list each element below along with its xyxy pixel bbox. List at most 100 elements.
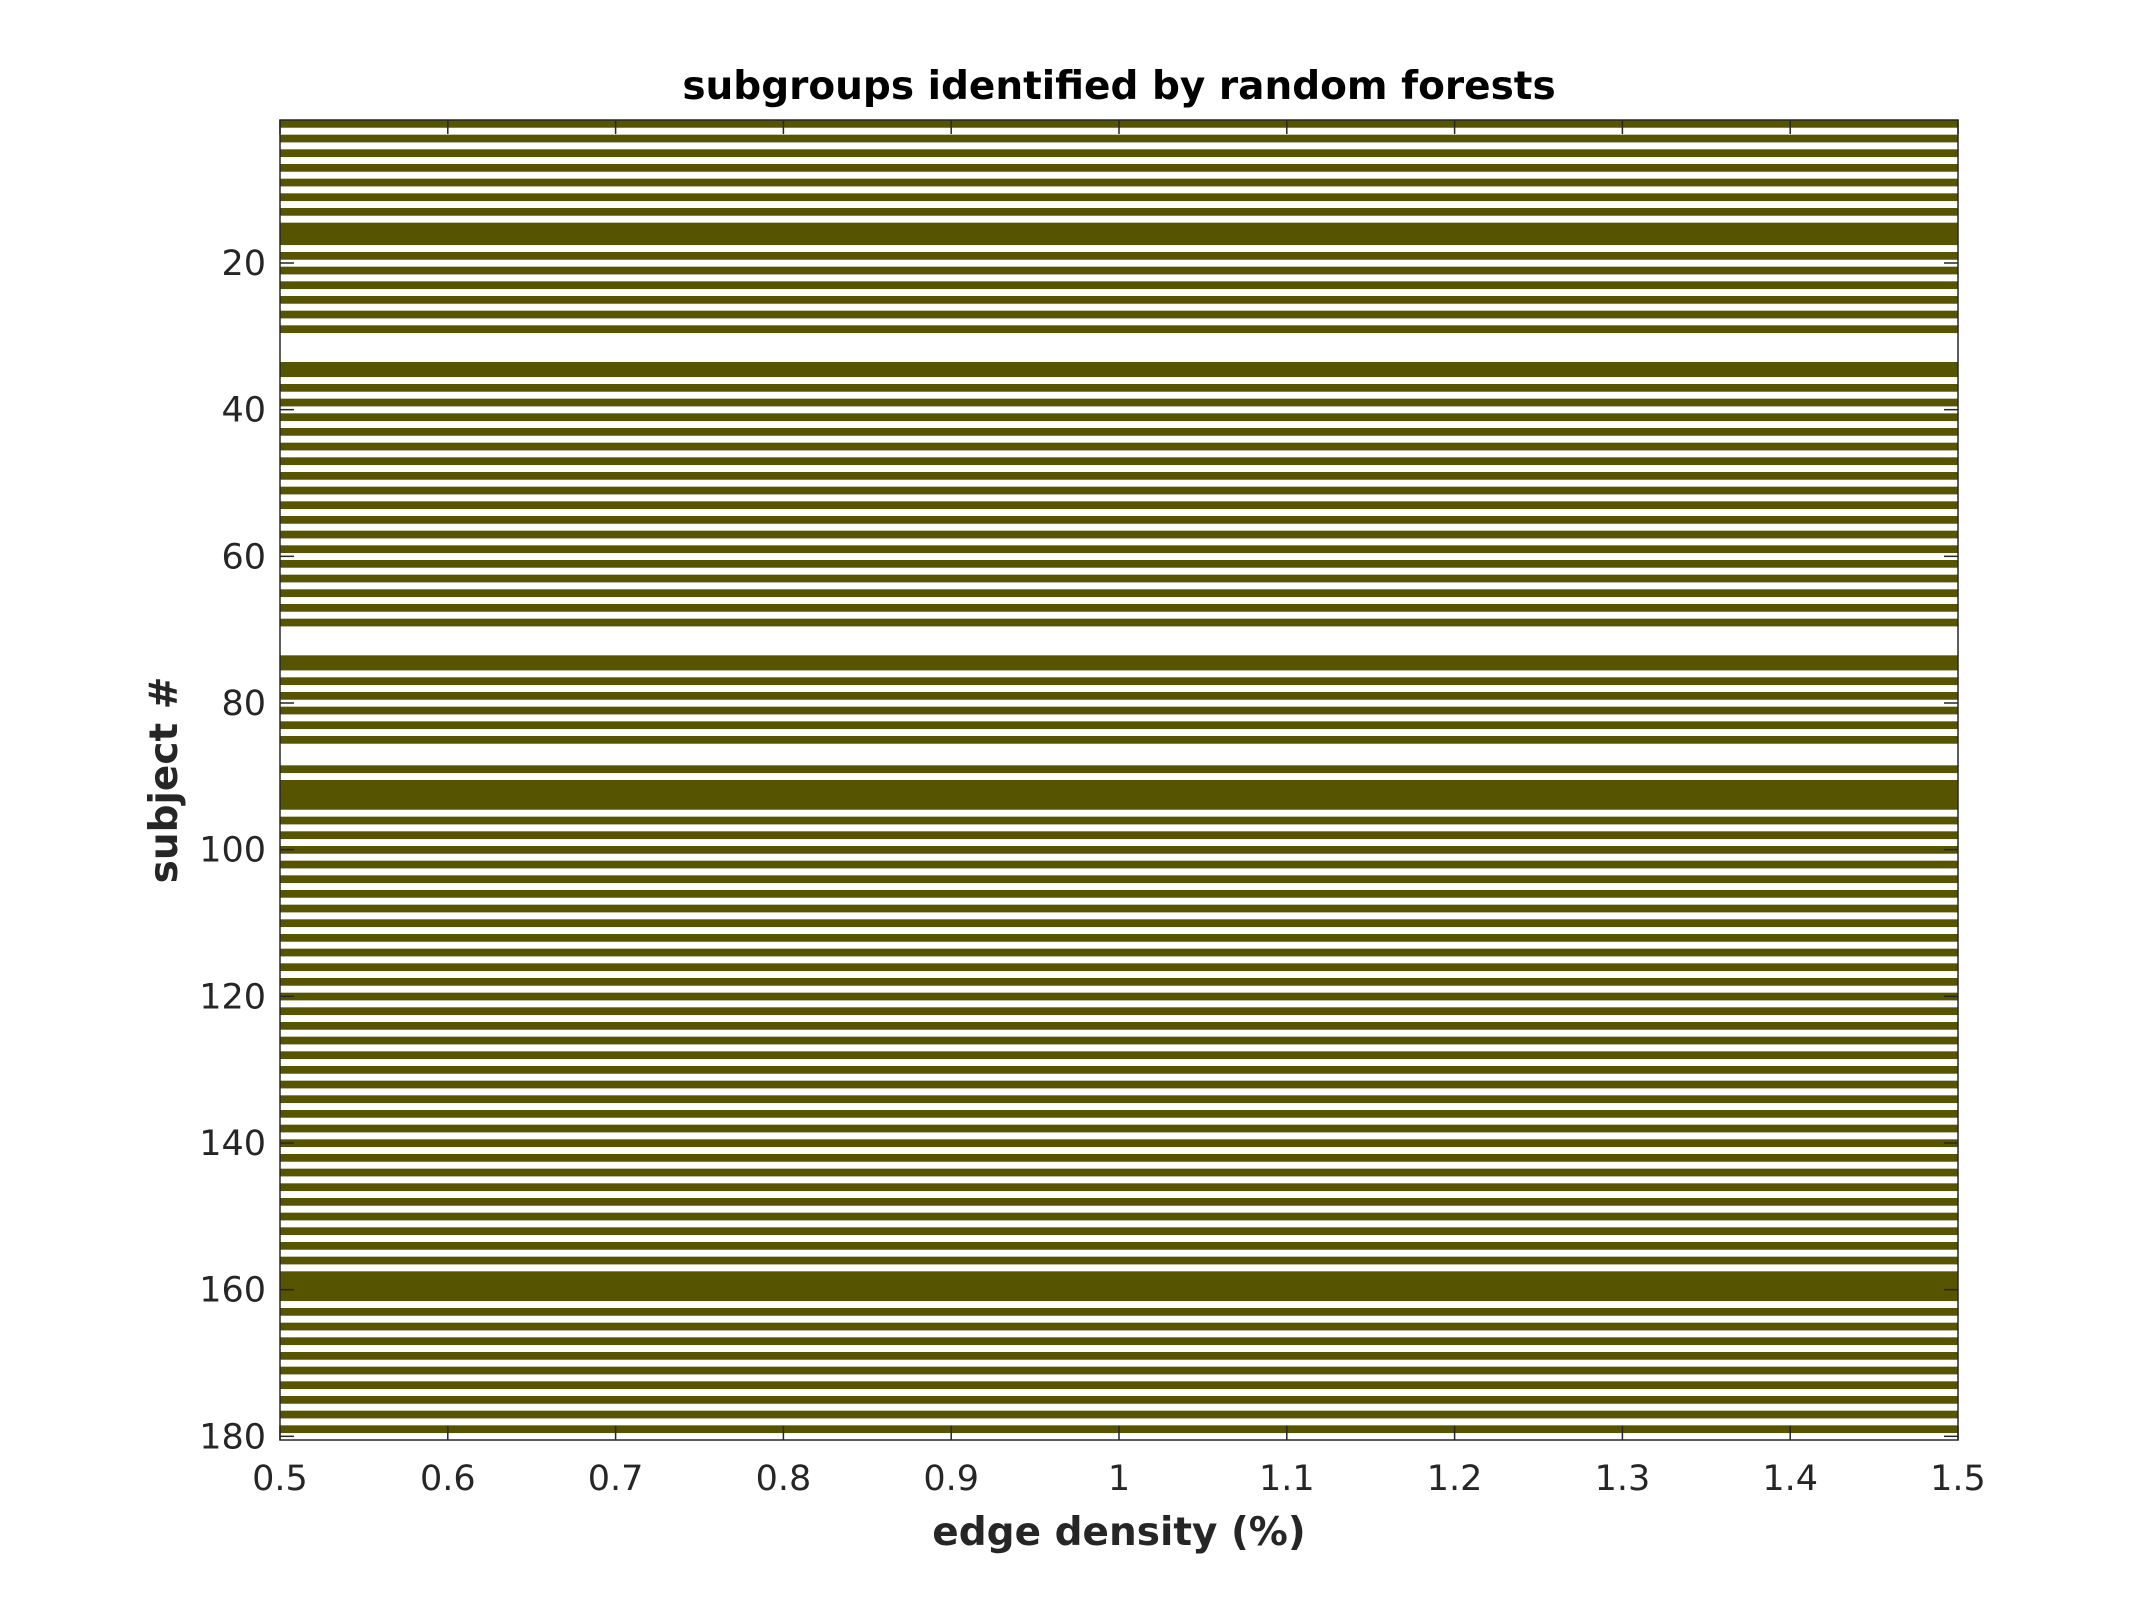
subject-band (280, 325, 1958, 334)
subject-band (280, 831, 1958, 840)
subject-band (280, 501, 1958, 510)
subject-band (280, 230, 1958, 238)
subgroup-bands (280, 120, 1958, 1434)
x-tick-label: 0.7 (588, 1459, 644, 1499)
x-tick-label: 1 (1108, 1459, 1130, 1499)
subject-band (280, 369, 1958, 378)
subject-band (280, 1080, 1958, 1089)
subject-band (280, 1051, 1958, 1060)
subject-band (280, 780, 1958, 788)
subject-band (280, 1410, 1958, 1419)
chart-title: subgroups identified by random forests (682, 64, 1555, 109)
y-tick-label: 20 (221, 244, 266, 284)
subject-band (280, 721, 1958, 730)
subject-band (280, 1396, 1958, 1404)
subject-band (280, 1381, 1958, 1390)
subject-band (280, 736, 1958, 744)
y-tick-label: 160 (199, 1271, 266, 1311)
subject-band (280, 890, 1958, 898)
y-tick-label: 80 (221, 684, 266, 724)
subject-band (280, 164, 1958, 172)
subject-band (280, 618, 1958, 627)
subject-band (280, 904, 1958, 913)
subject-band (280, 860, 1958, 869)
subject-band (280, 222, 1958, 231)
subject-band (280, 560, 1958, 568)
subject-band (280, 1286, 1958, 1294)
subject-band (280, 589, 1958, 598)
subject-band (280, 252, 1958, 260)
subject-band (280, 428, 1958, 436)
subject-band (280, 516, 1958, 524)
subject-band (280, 1271, 1958, 1280)
y-axis-label: subject # (142, 677, 187, 884)
x-tick-label: 0.6 (420, 1459, 476, 1499)
subject-band (280, 1212, 1958, 1221)
subject-band (280, 1095, 1958, 1104)
subject-band (280, 934, 1958, 942)
subject-band (280, 1183, 1958, 1192)
subject-band (280, 545, 1958, 554)
subject-band (280, 442, 1958, 451)
axes-box (279, 119, 1959, 1441)
subject-band (280, 816, 1958, 825)
x-tick-label: 1.1 (1259, 1459, 1315, 1499)
subject-band (280, 1022, 1958, 1030)
subject-band (280, 677, 1958, 686)
subject-band (280, 1278, 1958, 1287)
subject-band (280, 193, 1958, 202)
subject-band (280, 1293, 1958, 1302)
subject-band (280, 919, 1958, 928)
plot-area (279, 119, 1959, 1441)
subject-band (280, 472, 1958, 480)
subject-band (280, 787, 1958, 796)
y-tick-label: 60 (221, 537, 266, 577)
subject-band (280, 662, 1958, 671)
subject-band (280, 486, 1958, 495)
subject-band (280, 362, 1958, 370)
subject-band (280, 1139, 1958, 1148)
subject-band (280, 1007, 1958, 1016)
subject-band (280, 1110, 1958, 1118)
x-tick-label: 0.9 (923, 1459, 979, 1499)
subject-band (280, 655, 1958, 664)
subject-band (280, 237, 1958, 246)
subject-band (280, 875, 1958, 884)
subject-band (280, 384, 1958, 392)
subject-band (280, 1124, 1958, 1133)
subject-band (280, 794, 1958, 803)
subject-band (280, 178, 1958, 187)
subject-band (280, 706, 1958, 715)
subject-band (280, 208, 1958, 216)
x-tick-label: 1.2 (1427, 1459, 1483, 1499)
y-tick-label: 180 (199, 1417, 266, 1457)
y-tick-label: 100 (199, 831, 266, 871)
subject-band (280, 802, 1958, 810)
subject-band (280, 413, 1958, 422)
subject-band (280, 1322, 1958, 1331)
subject-band (280, 310, 1958, 319)
subject-band (280, 530, 1958, 539)
subject-band (280, 134, 1958, 143)
subject-band (280, 266, 1958, 275)
subject-band (280, 1154, 1958, 1162)
subject-band (280, 1242, 1958, 1250)
subject-band (280, 1198, 1958, 1206)
x-tick-label: 0.5 (252, 1459, 308, 1499)
subject-band (280, 948, 1958, 957)
subject-band (280, 604, 1958, 612)
subject-band (280, 296, 1958, 304)
subject-band (280, 1227, 1958, 1236)
y-tick-label: 40 (221, 391, 266, 431)
subject-band (280, 1066, 1958, 1074)
x-tick-label: 1.4 (1762, 1459, 1818, 1499)
y-tick-label: 140 (199, 1124, 266, 1164)
subject-band (280, 281, 1958, 290)
subject-band (280, 1036, 1958, 1045)
subject-band (280, 457, 1958, 466)
subject-band (280, 846, 1958, 854)
subject-band (280, 1168, 1958, 1177)
y-tick-labels: 20 40 60 80 100 120 140 160 180 (199, 244, 266, 1457)
